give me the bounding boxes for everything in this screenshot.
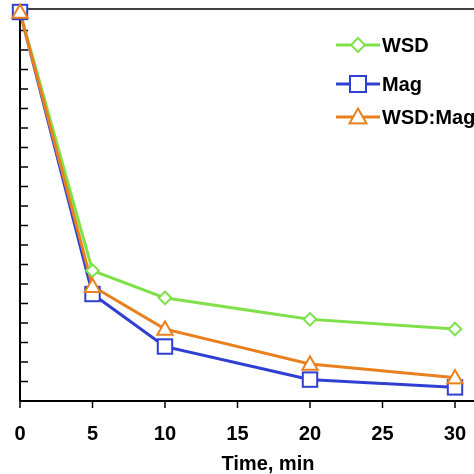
diamond-marker	[349, 36, 367, 54]
legend-label: WSD	[382, 35, 429, 57]
data-point-wsd	[157, 290, 173, 306]
x-tick-labels: 0 5 10 15 20 25 30	[14, 423, 466, 445]
series-line-mag	[18, 11, 456, 389]
series-layer	[10, 2, 465, 396]
data-point-wsd	[302, 311, 318, 328]
x-tick-label: 0	[14, 423, 25, 445]
data-point-wsd-mag	[155, 319, 175, 336]
data-point-mag	[156, 338, 174, 355]
data-point-wsd-mag	[10, 2, 30, 19]
y-minor-ticks	[20, 10, 28, 402]
x-tick-label: 15	[226, 423, 248, 445]
x-tick-label: 20	[299, 423, 321, 445]
legend-label: WSD:Mag	[382, 107, 474, 129]
data-point-wsd	[447, 321, 463, 337]
data-point-mag	[301, 371, 319, 388]
x-tick-label: 30	[444, 423, 466, 445]
legend-label: Mag	[382, 74, 422, 96]
markers-layer	[10, 2, 465, 396]
series-line-wsd-mag	[18, 11, 456, 380]
axes	[19, 8, 474, 402]
triangle-marker	[347, 106, 369, 125]
x-tick-label: 25	[371, 423, 393, 445]
x-tick-label: 5	[87, 423, 98, 445]
data-point-wsd-mag	[83, 276, 102, 293]
square-marker	[349, 75, 367, 93]
x-ticks	[19, 401, 456, 408]
data-point-wsd-mag	[445, 367, 465, 385]
x-axis-title: Time, min	[222, 453, 315, 474]
series-line-wsd	[18, 11, 456, 331]
legend: WSD Mag WSD:Mag	[336, 35, 474, 129]
data-point-wsd-mag	[300, 354, 320, 371]
x-tick-label: 10	[154, 423, 176, 445]
